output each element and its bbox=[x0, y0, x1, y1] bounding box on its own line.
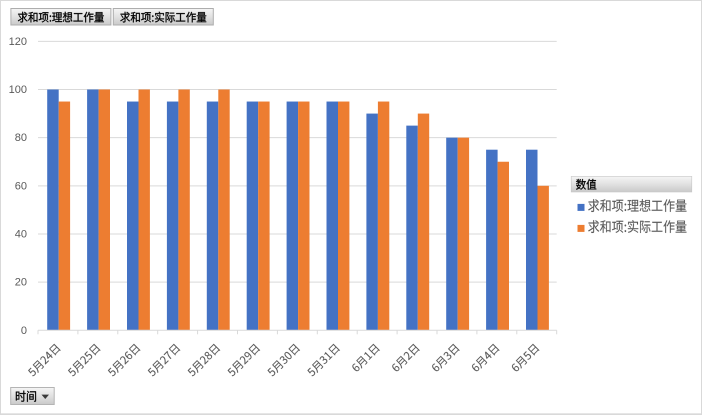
svg-text:120: 120 bbox=[9, 36, 27, 48]
svg-text:100: 100 bbox=[9, 84, 27, 96]
svg-text:0: 0 bbox=[21, 325, 27, 337]
svg-text:40: 40 bbox=[15, 228, 27, 240]
svg-text:60: 60 bbox=[15, 180, 27, 192]
svg-text:20: 20 bbox=[15, 277, 27, 289]
svg-text:80: 80 bbox=[15, 132, 27, 144]
